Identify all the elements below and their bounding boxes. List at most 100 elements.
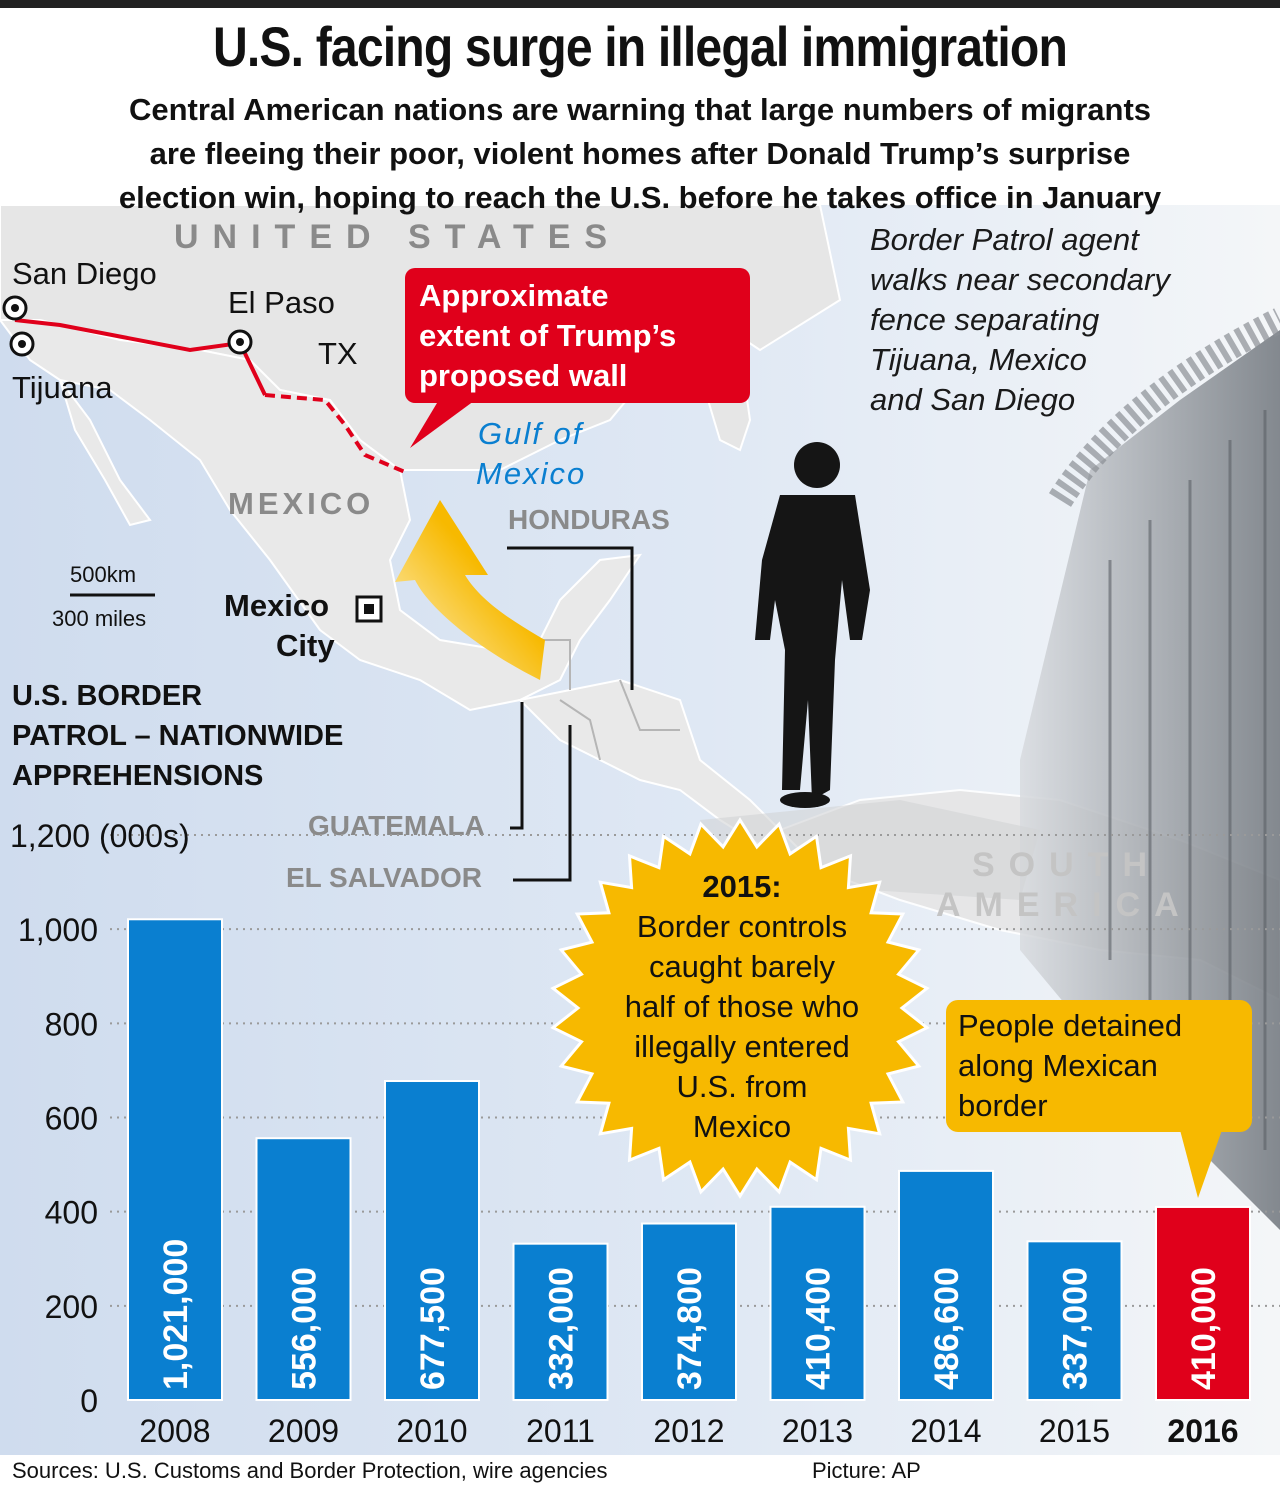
bar-2011 <box>512 1242 609 1402</box>
label-gulf-line1: Gulf of <box>478 416 584 451</box>
footer-sources: Sources: U.S. Customs and Border Protect… <box>12 1458 608 1483</box>
wall-line-dashed <box>264 393 406 474</box>
label-mexico-city-1: Mexico <box>224 588 330 623</box>
bar-2012 <box>641 1222 737 1401</box>
y-tick-label: 1,200 (000s) <box>10 818 190 854</box>
annotation-2015-line: Border controls <box>636 909 848 944</box>
caption-line: Border Patrol agent <box>870 222 1139 257</box>
label-honduras: HONDURAS <box>508 504 670 535</box>
page-subtitle: Central American nations are warning tha… <box>20 88 1260 220</box>
bar-value-label: 556,000 <box>286 1267 324 1390</box>
x-category-label: 2010 <box>396 1413 467 1449</box>
bar-value-label: 332,000 <box>543 1267 581 1390</box>
annotation-2015-line: half of those who <box>624 989 860 1024</box>
chart-ticks: 0 200 400 600 800 1,000 1,200 (000s) <box>10 818 190 1419</box>
annotation-2015-heading: 2015: <box>702 869 782 904</box>
wall-callout-line: Approximate <box>419 278 609 313</box>
label-el-salvador: EL SALVADOR <box>286 862 483 893</box>
top-rule <box>0 0 1280 8</box>
migration-arrow <box>395 500 545 680</box>
wall-callout-tail <box>410 398 478 448</box>
x-category-label: 2013 <box>782 1413 853 1449</box>
x-category-label: 2015 <box>1039 1413 1110 1449</box>
border-agent-silhouette <box>755 442 870 808</box>
razor-wire <box>1048 308 1280 507</box>
annotation-2015-line: illegally entered <box>634 1029 850 1064</box>
caption-line: and San Diego <box>870 382 1076 417</box>
annotation-2015-line: caught barely <box>648 949 836 984</box>
bar-value-label: 374,800 <box>671 1267 709 1390</box>
caption-line: walks near secondary <box>870 262 1170 297</box>
label-el-paso: El Paso <box>228 285 335 320</box>
bar-value-label: 677,500 <box>414 1267 452 1390</box>
y-tick-label: 1,000 <box>18 912 98 948</box>
annotation-2016: People detained along Mexican border <box>946 1000 1252 1132</box>
label-scale-miles: 300 miles <box>52 606 147 631</box>
subtitle-line: Central American nations are warning tha… <box>128 92 1152 127</box>
y-tick-label: 800 <box>45 1006 98 1042</box>
photo-caption: Border Patrol agent walks near secondary… <box>870 220 1170 420</box>
y-tick-label: 200 <box>45 1289 98 1325</box>
city-markers <box>2 295 383 623</box>
footer-picture: Picture: AP <box>812 1458 921 1483</box>
bar-value-label: 337,000 <box>1057 1267 1095 1390</box>
y-tick-label: 0 <box>80 1383 98 1419</box>
label-gulf-line2: Mexico <box>476 456 587 491</box>
chart-categories: 2008 2009 2010 2011 2012 2013 2014 2015 2016 <box>139 1413 1238 1449</box>
annotation-2016-line: border <box>958 1088 1048 1123</box>
y-tick-label: 600 <box>45 1101 98 1137</box>
wall-callout-line: extent of Trump’s <box>419 318 677 353</box>
wall-line-solid <box>14 318 267 396</box>
bar-2013 <box>769 1205 866 1402</box>
x-category-label: 2014 <box>910 1413 981 1449</box>
bar-value-label: 486,600 <box>928 1267 966 1390</box>
x-category-label: 2012 <box>653 1413 724 1449</box>
chart-title-line: APPREHENSIONS <box>12 760 264 792</box>
label-mexico: MEXICO <box>228 486 375 521</box>
annotation-2016-line: People detained <box>958 1008 1183 1043</box>
bar-value-label: 410,000 <box>1185 1267 1223 1390</box>
bar-2016 <box>1155 1205 1251 1402</box>
subtitle-line: are fleeing their poor, violent homes af… <box>149 136 1131 171</box>
baja <box>59 379 152 527</box>
bar-2009 <box>255 1137 352 1401</box>
subtitle-line: election win, hoping to reach the U.S. b… <box>118 180 1162 215</box>
honduras-leader <box>507 546 634 690</box>
fence-posts <box>1108 410 1267 1150</box>
label-america: AMERICA <box>936 886 1193 924</box>
label-united-states: UNITED STATES <box>174 218 622 256</box>
label-south: SOUTH <box>972 846 1161 884</box>
bar-2015 <box>1026 1240 1123 1402</box>
caption-line: fence separating <box>870 302 1100 337</box>
wall-callout: Approximate extent of Trump’s proposed w… <box>405 268 750 403</box>
mexico-landmass <box>0 319 643 712</box>
annotation-2015: 2015: Border controls caught barely half… <box>582 867 902 1147</box>
bar-value-label: 410,400 <box>800 1267 838 1390</box>
caption-line: Tijuana, Mexico <box>870 342 1087 377</box>
x-category-label: 2016 <box>1167 1413 1238 1449</box>
label-guatemala: GUATEMALA <box>308 810 485 841</box>
y-tick-label: 400 <box>45 1195 98 1231</box>
guatemala-leader <box>510 702 524 830</box>
annotation-2016-line: along Mexican <box>958 1048 1158 1083</box>
label-mexico-city-2: City <box>276 628 335 663</box>
page-title: U.S. facing surge in illegal immigration <box>212 15 1068 78</box>
x-category-label: 2011 <box>526 1413 595 1449</box>
bar-value-label: 1,021,000 <box>157 1239 195 1390</box>
x-category-label: 2008 <box>139 1413 210 1449</box>
chart-title: U.S. BORDER PATROL – NATIONWIDE APPREHEN… <box>12 676 343 796</box>
x-category-label: 2009 <box>268 1413 339 1449</box>
label-san-diego: San Diego <box>12 256 157 291</box>
label-tijuana: Tijuana <box>12 370 113 405</box>
wall-callout-line: proposed wall <box>419 358 628 393</box>
chart-title-line: PATROL – NATIONWIDE <box>12 720 344 752</box>
annotation-2015-line: Mexico <box>692 1109 792 1144</box>
bar-2014 <box>898 1169 994 1401</box>
annotation-2015-line: U.S. from <box>676 1069 808 1104</box>
label-scale-km: 500km <box>70 562 137 587</box>
chart-title-line: U.S. BORDER <box>12 680 203 712</box>
bar-2008 <box>127 918 223 1401</box>
label-tx: TX <box>318 336 358 371</box>
bar-2010 <box>384 1080 480 1401</box>
